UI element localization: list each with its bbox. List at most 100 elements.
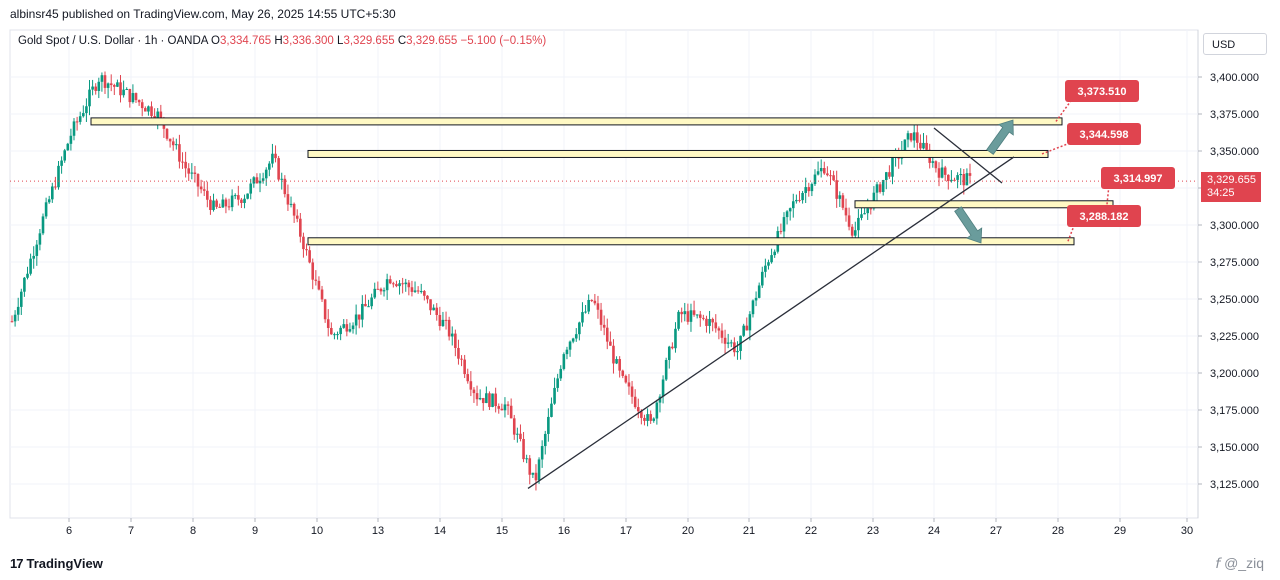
candle-body [962, 173, 966, 186]
currency-selector[interactable]: USD [1203, 33, 1267, 55]
candle-body [457, 347, 460, 359]
tradingview-logo[interactable]: 17 TradingView [10, 556, 103, 571]
high-label: H [274, 35, 283, 47]
candle-body [82, 113, 85, 117]
candle-body [429, 299, 432, 311]
candle-body [478, 398, 482, 400]
candle-body [252, 177, 256, 184]
candle-body [113, 85, 116, 87]
last-price-value: 3,329.655 [1207, 174, 1256, 186]
x-tick-label: 10 [311, 525, 323, 537]
candle-body [323, 299, 327, 320]
candle-body [246, 193, 249, 199]
candle-body [950, 179, 953, 182]
candle-body [57, 165, 60, 188]
candle-body [574, 334, 578, 339]
candle-body [128, 89, 132, 103]
candle-body [423, 291, 426, 296]
sr-zone [854, 200, 1114, 209]
candle-body [590, 299, 594, 301]
candle-body [773, 251, 776, 256]
candle-body [925, 142, 928, 150]
candle-body [556, 378, 559, 388]
candle-body [485, 393, 488, 404]
candle-body [240, 199, 243, 203]
candle-body [655, 402, 659, 419]
candle-body [835, 180, 838, 199]
candle-body [494, 393, 497, 407]
candle-body [915, 132, 919, 143]
candle-body [407, 282, 411, 288]
y-tick-label: 3,400.000 [1210, 72, 1259, 84]
candle-body [29, 258, 32, 274]
x-tick-label: 28 [1052, 525, 1064, 537]
x-tick-label: 20 [682, 525, 694, 537]
candle-body [199, 186, 203, 190]
candle-body [438, 314, 442, 327]
candle-body [757, 285, 761, 298]
candle-body [671, 346, 674, 349]
candle-body [702, 317, 705, 319]
candle-body [689, 310, 693, 322]
candle-body [599, 309, 603, 325]
candle-body [16, 306, 20, 315]
countdown-value: 34:25 [1207, 187, 1235, 199]
candle-body [23, 277, 26, 292]
candle-body [946, 174, 950, 182]
candle-body [218, 206, 222, 208]
candle-body [140, 102, 144, 109]
symbol-info: Gold Spot / U.S. Dollar · 1h · OANDA O3,… [18, 35, 546, 47]
candle-body [280, 178, 284, 180]
candle-body [863, 213, 866, 215]
candle-body [469, 381, 473, 390]
candle-body [612, 345, 615, 364]
y-tick-label: 3,375.000 [1210, 109, 1259, 121]
candle-body [791, 201, 795, 209]
tradingview-logo-text: TradingView [26, 556, 103, 571]
close-value: 3,329.655 [406, 35, 458, 47]
candle-body [937, 168, 941, 178]
candle-body [361, 303, 364, 320]
candle-body [503, 404, 507, 411]
candle-body [295, 215, 299, 219]
change-value: −5.100 (−0.15%) [460, 35, 547, 47]
candle-body [565, 349, 569, 355]
candle-body [807, 187, 811, 192]
candle-body [779, 231, 783, 233]
candle-body [134, 93, 138, 101]
candle-body [609, 341, 612, 346]
candle-body [550, 403, 553, 417]
candle-body [156, 111, 160, 120]
candle-body [398, 283, 401, 287]
candle-body [416, 290, 420, 292]
close-label: C [397, 35, 407, 47]
candle-body [516, 433, 519, 435]
candle-body [578, 322, 581, 335]
candle-body [221, 199, 225, 208]
candle-body [94, 86, 98, 91]
candle-body [100, 75, 104, 82]
y-tick-label: 3,275.000 [1210, 257, 1259, 269]
candle-body [512, 418, 516, 435]
candle-body [562, 354, 566, 369]
candle-body [88, 89, 91, 107]
candle-body [857, 217, 860, 231]
candle-body [35, 244, 39, 256]
candle-body [819, 168, 823, 172]
candle-body [466, 374, 470, 382]
candle-body [13, 314, 17, 322]
candle-body [888, 172, 891, 177]
candle-body [286, 194, 290, 205]
descending-trendline [933, 127, 1003, 184]
candle-body [330, 327, 333, 335]
candle-body [934, 161, 938, 169]
x-tick-label: 9 [252, 525, 258, 537]
candle-body [875, 184, 879, 193]
candle-body [472, 389, 476, 394]
candle-body [404, 282, 408, 285]
candle-body [571, 338, 575, 342]
candle-body [667, 346, 671, 360]
candle-body [751, 300, 755, 315]
candle-body [150, 106, 153, 117]
